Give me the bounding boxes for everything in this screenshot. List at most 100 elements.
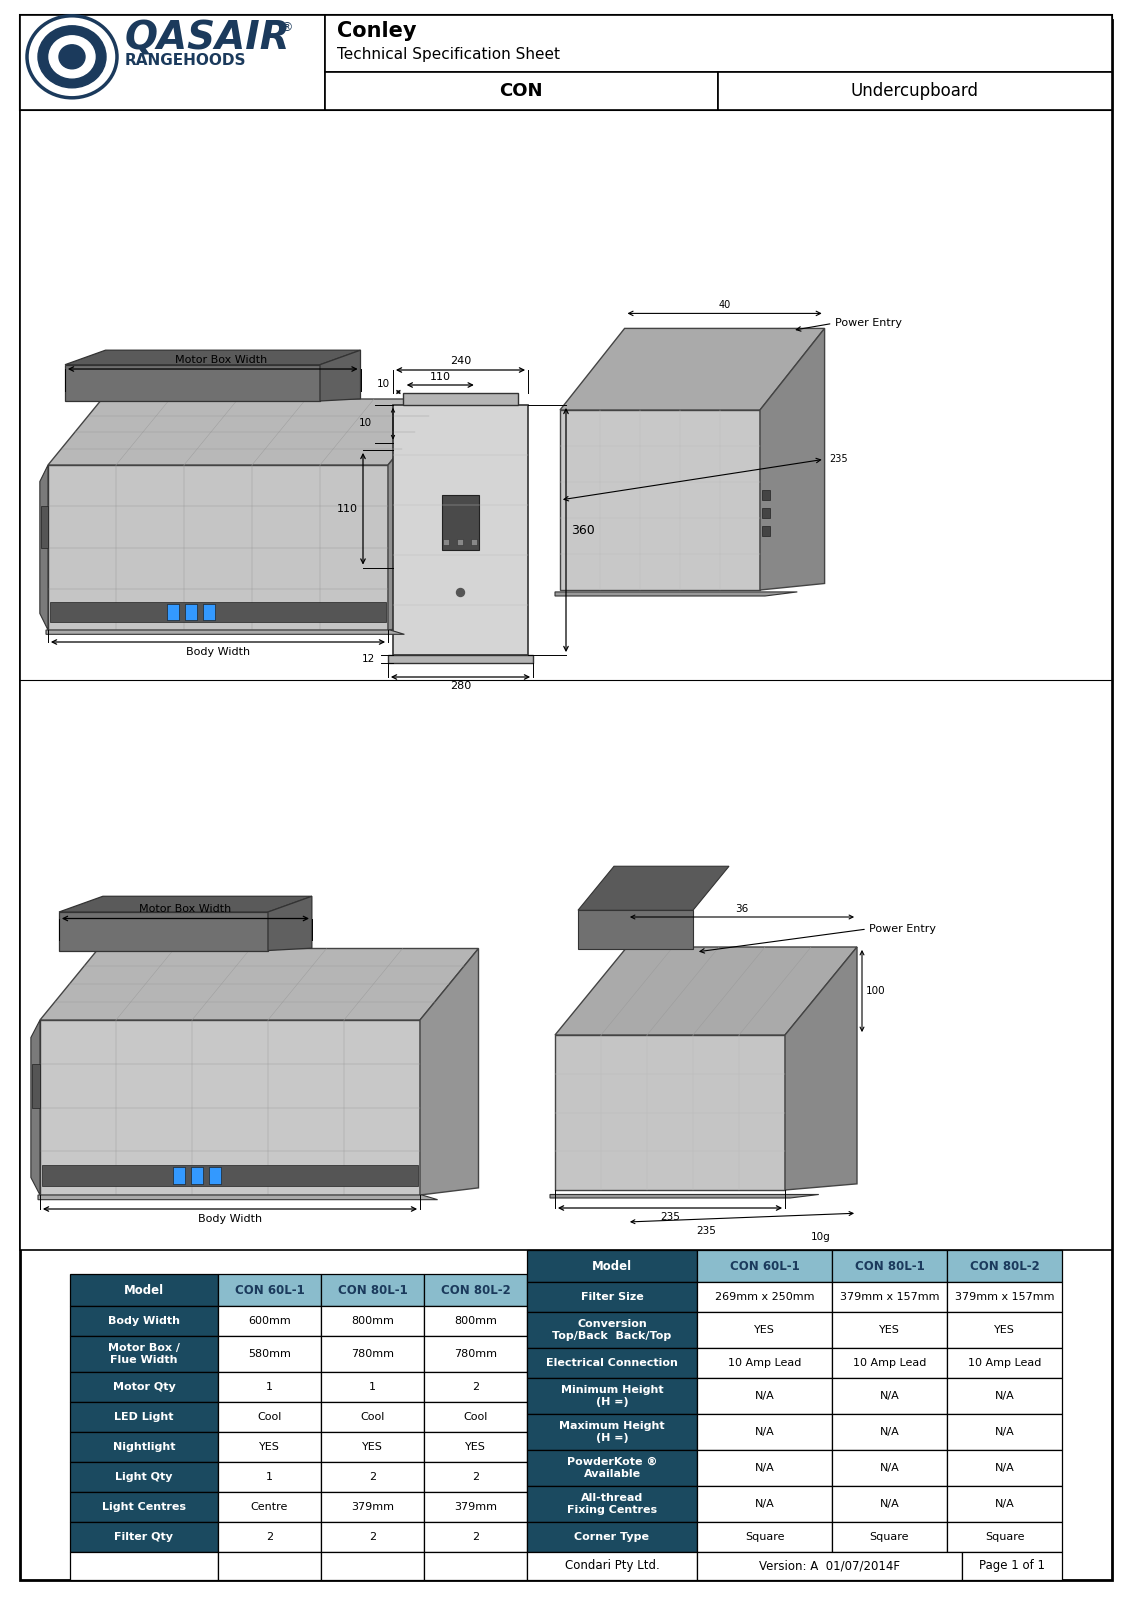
Bar: [218, 1402, 321, 1432]
Bar: [528, 1450, 697, 1486]
Polygon shape: [42, 1165, 418, 1186]
Polygon shape: [65, 365, 320, 402]
Text: 379mm: 379mm: [351, 1502, 394, 1512]
Text: N/A: N/A: [880, 1390, 900, 1402]
Bar: [762, 490, 770, 499]
Polygon shape: [59, 912, 268, 950]
Polygon shape: [40, 1021, 420, 1195]
Bar: [388, 654, 533, 662]
Bar: [718, 72, 1112, 110]
Text: Light Centres: Light Centres: [102, 1502, 186, 1512]
Bar: [218, 1336, 321, 1371]
Bar: [218, 1432, 321, 1462]
Text: YES: YES: [465, 1442, 486, 1453]
Bar: [403, 394, 518, 405]
Polygon shape: [50, 602, 386, 622]
Text: Technical Specification Sheet: Technical Specification Sheet: [337, 48, 560, 62]
Text: Undercupboard: Undercupboard: [851, 82, 979, 99]
Polygon shape: [578, 866, 729, 910]
Bar: [321, 1371, 424, 1402]
Bar: [321, 1432, 424, 1462]
Bar: [173, 1168, 185, 1184]
Bar: [218, 1552, 321, 1581]
Polygon shape: [560, 410, 760, 590]
Text: CON 80L-2: CON 80L-2: [970, 1259, 1039, 1272]
Bar: [191, 1168, 203, 1184]
Text: PowderKote ®
Available: PowderKote ® Available: [567, 1458, 658, 1478]
Polygon shape: [420, 949, 479, 1195]
Polygon shape: [555, 1035, 784, 1190]
Bar: [962, 1552, 1062, 1581]
Polygon shape: [46, 630, 404, 634]
Bar: [528, 1250, 697, 1282]
Text: 800mm: 800mm: [454, 1315, 497, 1326]
Text: Electrical Connection: Electrical Connection: [546, 1358, 678, 1368]
Bar: [697, 1522, 832, 1552]
Text: Conversion
Top/Back  Back/Top: Conversion Top/Back Back/Top: [552, 1318, 671, 1341]
Bar: [697, 1552, 962, 1581]
Text: 1: 1: [266, 1382, 273, 1392]
Bar: [528, 1282, 697, 1312]
Bar: [424, 1552, 528, 1581]
Text: Maximum Height
(H =): Maximum Height (H =): [559, 1421, 664, 1443]
Bar: [832, 1282, 947, 1312]
Text: 360: 360: [571, 523, 594, 536]
Text: Model: Model: [592, 1259, 632, 1272]
Bar: [321, 1336, 424, 1371]
Text: N/A: N/A: [755, 1427, 774, 1437]
Text: 10 Amp Lead: 10 Amp Lead: [968, 1358, 1041, 1368]
Bar: [697, 1486, 832, 1522]
Text: 379mm x 157mm: 379mm x 157mm: [840, 1293, 940, 1302]
Bar: [697, 1312, 832, 1347]
Text: 580mm: 580mm: [248, 1349, 291, 1358]
Text: 2: 2: [266, 1533, 273, 1542]
Text: YES: YES: [754, 1325, 775, 1334]
Text: 600mm: 600mm: [248, 1315, 291, 1326]
Polygon shape: [760, 328, 824, 590]
Text: 235: 235: [830, 454, 848, 464]
Bar: [70, 1522, 218, 1552]
Polygon shape: [40, 466, 48, 630]
Text: 235: 235: [696, 1226, 715, 1235]
Bar: [528, 1312, 697, 1347]
Polygon shape: [59, 896, 312, 912]
Text: N/A: N/A: [995, 1499, 1014, 1509]
Text: 780mm: 780mm: [454, 1349, 497, 1358]
Bar: [209, 1168, 221, 1184]
Polygon shape: [555, 592, 797, 595]
Polygon shape: [33, 1064, 40, 1107]
Text: 36: 36: [736, 904, 748, 914]
Text: N/A: N/A: [880, 1462, 900, 1474]
Text: 2: 2: [472, 1382, 479, 1392]
Bar: [947, 1312, 1062, 1347]
Text: Power Entry: Power Entry: [869, 925, 936, 934]
Text: Square: Square: [985, 1533, 1024, 1542]
Bar: [218, 1462, 321, 1491]
Text: N/A: N/A: [995, 1390, 1014, 1402]
Bar: [218, 1274, 321, 1306]
Text: 100: 100: [866, 986, 885, 995]
Bar: [321, 1462, 424, 1491]
Text: 269mm x 250mm: 269mm x 250mm: [714, 1293, 814, 1302]
Text: 1: 1: [266, 1472, 273, 1482]
Bar: [424, 1522, 528, 1552]
Polygon shape: [320, 350, 360, 402]
Bar: [457, 539, 463, 546]
Bar: [443, 539, 449, 546]
Text: CON: CON: [499, 82, 542, 99]
Bar: [528, 1414, 697, 1450]
Bar: [325, 14, 1112, 72]
Ellipse shape: [59, 45, 85, 69]
Text: N/A: N/A: [755, 1390, 774, 1402]
Bar: [20, 14, 1112, 110]
Text: LED Light: LED Light: [114, 1411, 173, 1422]
Text: Nightlight: Nightlight: [113, 1442, 175, 1453]
Text: 235: 235: [660, 1213, 680, 1222]
Bar: [70, 1306, 218, 1336]
Bar: [218, 1306, 321, 1336]
Bar: [70, 1432, 218, 1462]
Bar: [832, 1250, 947, 1282]
Text: 800mm: 800mm: [351, 1315, 394, 1326]
Bar: [321, 1552, 424, 1581]
Bar: [393, 405, 528, 654]
